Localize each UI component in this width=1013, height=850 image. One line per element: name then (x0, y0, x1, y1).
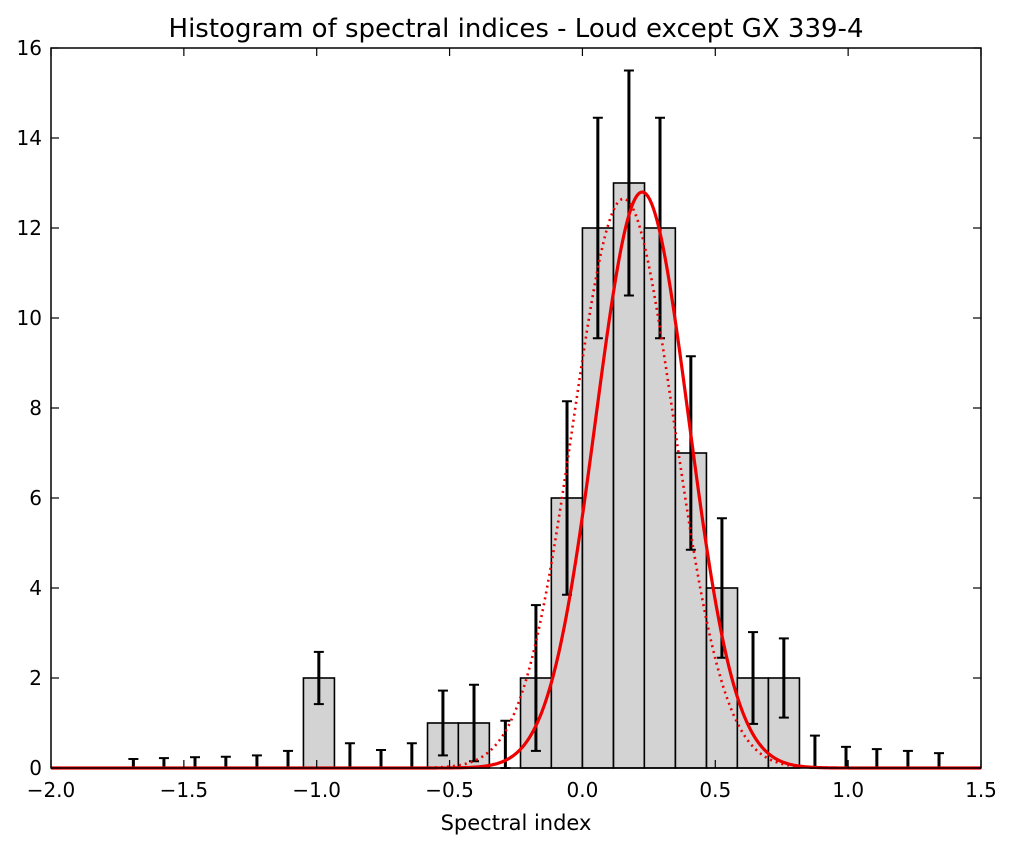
dotted-fit-curve (51, 197, 981, 770)
y-tick-labels: 0 2 4 6 8 10 12 14 16 (17, 36, 42, 780)
error-bars (128, 69, 945, 769)
y-tick-label: 10 (17, 306, 42, 330)
y-tick-label: 14 (17, 126, 42, 150)
x-tick-label: −0.5 (425, 778, 474, 802)
y-tick-label: 0 (29, 756, 42, 780)
fit-curves (51, 190, 981, 770)
plot-frame (50, 47, 982, 769)
y-tick-label: 8 (29, 396, 42, 420)
solid-fit-curve (51, 190, 981, 770)
y-tick-label: 2 (29, 666, 42, 690)
x-tick-label: 1.5 (965, 778, 997, 802)
chart-title: Histogram of spectral indices - Loud exc… (169, 14, 864, 44)
x-tick-label: 1.0 (832, 778, 864, 802)
x-tick-label: 0.0 (567, 778, 599, 802)
x-tick-label: −1.5 (160, 778, 209, 802)
y-tick-label: 6 (29, 486, 42, 510)
x-tick-label: −1.0 (292, 778, 341, 802)
x-tick-label: 0.5 (699, 778, 731, 802)
x-tick-labels: −2.0 −1.5 −1.0 −0.5 0.0 0.5 1.0 1.5 (27, 778, 997, 802)
y-tick-label: 12 (17, 216, 42, 240)
y-tick-label: 4 (29, 576, 42, 600)
x-tick-label: −2.0 (27, 778, 76, 802)
axis-ticks (50, 47, 982, 769)
y-tick-label: 16 (17, 36, 42, 60)
x-axis-label: Spectral index (441, 811, 592, 835)
